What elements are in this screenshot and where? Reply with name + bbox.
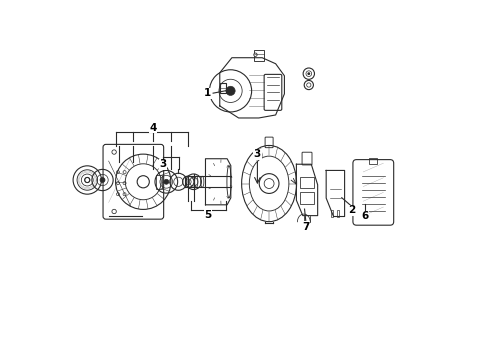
Bar — [369, 158, 377, 164]
Text: 1: 1 — [204, 88, 211, 98]
Circle shape — [100, 177, 105, 183]
Circle shape — [164, 179, 169, 184]
Text: 6: 6 — [361, 211, 368, 221]
Circle shape — [264, 179, 274, 189]
Circle shape — [137, 176, 149, 188]
Text: 3: 3 — [159, 159, 167, 169]
Circle shape — [226, 86, 235, 95]
Bar — [299, 177, 315, 188]
Circle shape — [85, 177, 90, 183]
Text: 5: 5 — [204, 210, 212, 220]
Bar — [254, 50, 264, 61]
Bar — [337, 210, 340, 216]
Bar — [220, 83, 226, 93]
Bar — [299, 193, 315, 204]
Text: 3: 3 — [254, 149, 261, 159]
Bar — [331, 210, 333, 216]
Circle shape — [254, 53, 257, 57]
Text: 2: 2 — [348, 205, 355, 215]
Text: 4: 4 — [149, 122, 156, 132]
Circle shape — [307, 72, 310, 75]
Text: 7: 7 — [302, 222, 310, 232]
Bar — [156, 175, 162, 189]
